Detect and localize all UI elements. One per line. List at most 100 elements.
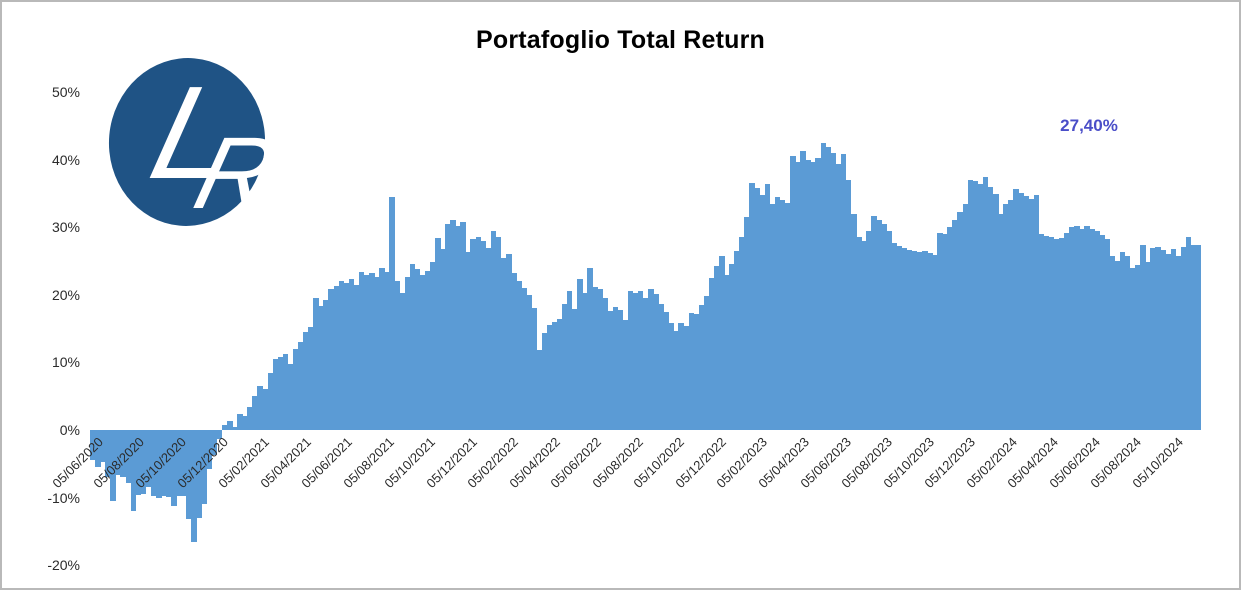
bar — [1064, 232, 1070, 430]
bar — [399, 292, 406, 430]
bar — [561, 304, 568, 430]
bar — [343, 282, 350, 430]
bar — [226, 421, 233, 430]
bar — [1028, 198, 1035, 430]
bar — [232, 426, 238, 430]
bar — [445, 223, 451, 430]
bar — [490, 231, 497, 430]
bar — [1175, 255, 1182, 430]
bar — [1058, 238, 1065, 430]
bar — [1099, 235, 1106, 430]
bar — [673, 331, 679, 430]
bar — [688, 313, 695, 430]
bar — [790, 155, 796, 430]
bar — [206, 430, 213, 469]
y-axis-label: -10% — [47, 489, 80, 506]
bar — [308, 327, 314, 430]
bar — [1180, 246, 1187, 430]
bar — [176, 430, 182, 496]
bar — [805, 159, 811, 430]
bar — [845, 179, 852, 430]
bar — [150, 430, 157, 496]
bar — [181, 430, 187, 497]
bar — [729, 264, 735, 430]
bar — [769, 203, 776, 430]
bar — [394, 281, 400, 430]
bar — [754, 187, 761, 430]
bar — [713, 266, 720, 430]
bar — [409, 264, 416, 430]
bar — [1084, 225, 1090, 430]
bar — [440, 248, 446, 430]
bar — [297, 342, 304, 430]
bar — [906, 249, 913, 430]
bar — [577, 279, 583, 430]
y-axis-label: 0% — [59, 422, 80, 438]
bar — [475, 237, 482, 430]
bar — [292, 348, 299, 430]
bar — [632, 292, 639, 430]
bar — [470, 238, 477, 430]
plot-area — [90, 87, 1202, 566]
bar — [957, 212, 964, 430]
bar — [369, 273, 375, 430]
bar — [262, 389, 269, 430]
bar — [211, 430, 218, 455]
bar — [485, 248, 492, 430]
bar — [145, 430, 152, 487]
logo-ellipse-shape — [108, 58, 266, 226]
bar — [257, 386, 263, 430]
bar — [384, 271, 390, 430]
bar — [272, 359, 279, 430]
bar — [511, 273, 517, 430]
bar — [1109, 256, 1116, 430]
bar — [358, 271, 365, 430]
bar — [201, 430, 208, 504]
bar — [323, 299, 329, 430]
bar — [698, 304, 705, 430]
bar — [353, 284, 360, 430]
bar — [820, 142, 827, 430]
bar — [1094, 230, 1101, 430]
bar — [495, 236, 502, 430]
bar — [1038, 233, 1045, 430]
bar — [724, 274, 730, 430]
bar — [703, 296, 710, 430]
bar — [637, 291, 644, 430]
bar — [825, 146, 832, 430]
bar — [333, 286, 340, 430]
bar — [277, 356, 284, 430]
bar — [952, 220, 958, 430]
bar — [937, 232, 943, 430]
bar — [1150, 248, 1156, 430]
bar — [987, 186, 994, 430]
y-axis-label: 50% — [51, 84, 80, 100]
bar — [571, 308, 578, 430]
bar — [982, 176, 989, 430]
bar — [287, 363, 294, 430]
y-axis-label: 20% — [51, 286, 80, 303]
bar — [419, 274, 426, 430]
bar — [196, 430, 203, 518]
bar — [1155, 246, 1161, 430]
bar — [1185, 236, 1192, 430]
bar — [455, 225, 461, 430]
bar — [166, 430, 172, 497]
bar — [110, 430, 116, 501]
bar — [105, 430, 111, 478]
bar — [830, 152, 837, 430]
bar — [921, 250, 928, 430]
bar — [155, 430, 162, 498]
bar — [683, 325, 690, 430]
bar — [587, 267, 593, 430]
bar — [1023, 196, 1029, 430]
bar — [379, 268, 385, 430]
bar — [764, 183, 771, 430]
bar — [1195, 244, 1202, 430]
bar — [465, 251, 471, 430]
bar — [607, 311, 613, 430]
bar — [1170, 248, 1177, 430]
bar — [328, 288, 334, 430]
bar — [374, 277, 380, 430]
